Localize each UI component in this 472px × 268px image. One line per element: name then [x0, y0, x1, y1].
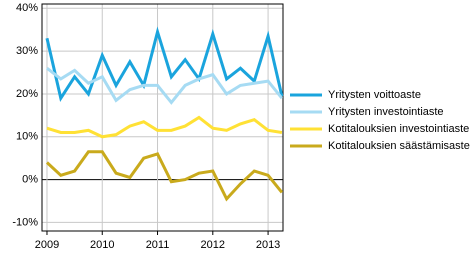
x-tick-label: 2010	[90, 239, 114, 251]
x-tick-label: 2013	[256, 239, 280, 251]
y-tick-label: 10%	[16, 131, 38, 143]
y-tick-label: 0%	[22, 174, 38, 186]
legend-label: Yritysten investointiaste	[328, 106, 444, 118]
x-tick-label: 2011	[146, 239, 170, 251]
y-tick-label: 20%	[16, 88, 38, 100]
y-tick-label: 40%	[16, 2, 38, 14]
series-line	[45, 26, 284, 103]
series-line	[46, 67, 284, 105]
y-tick-label: -10%	[12, 216, 38, 228]
series-line	[45, 150, 284, 202]
x-tick-label: 2009	[35, 239, 59, 251]
x-tick-label: 2012	[201, 239, 225, 251]
series-line	[46, 115, 283, 139]
legend-label: Kotitalouksien investointiaste	[328, 123, 469, 135]
plot-frame	[41, 3, 284, 232]
legend-label: Kotitalouksien säästämisaste	[328, 140, 470, 152]
y-tick-label: 30%	[16, 45, 38, 57]
legend-label: Yritysten voittoaste	[328, 89, 421, 101]
